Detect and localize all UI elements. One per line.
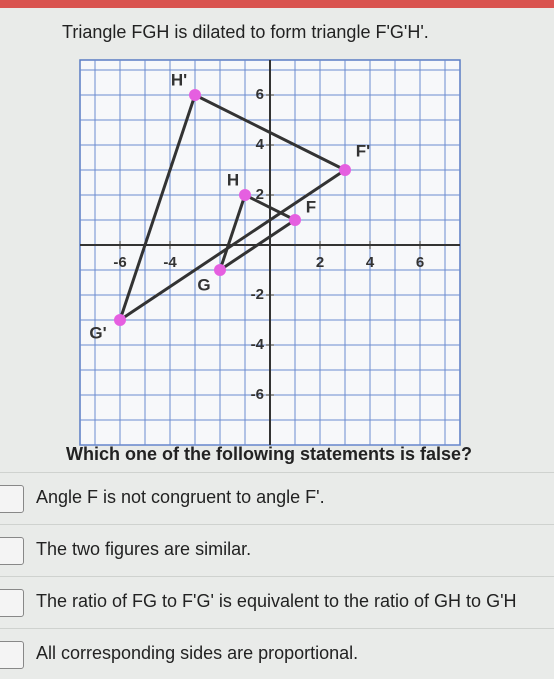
vertex	[189, 89, 201, 101]
vertex-label: H'	[171, 70, 187, 89]
x-tick-label: 2	[316, 254, 324, 271]
option-text: The ratio of FG to F'G' is equivalent to…	[36, 591, 517, 611]
vertex-label: G	[197, 275, 210, 294]
triangle	[118, 93, 346, 322]
checkbox[interactable]	[0, 485, 24, 513]
vertex-label: F	[306, 197, 316, 216]
option[interactable]: All corresponding sides are proportional…	[0, 628, 554, 679]
vertex	[289, 214, 301, 226]
question: Which one of the following statements is…	[66, 444, 473, 464]
y-tick-label: -2	[251, 286, 264, 303]
x-tick-label: 6	[416, 254, 424, 271]
y-tick-label: -6	[251, 386, 264, 403]
vertex-label: G'	[89, 323, 106, 342]
x-tick-label: 4	[366, 254, 375, 271]
x-tick-label: -4	[163, 254, 177, 271]
triangle	[218, 193, 296, 272]
checkbox[interactable]	[0, 641, 24, 669]
vertex	[339, 164, 351, 176]
vertex	[114, 314, 126, 326]
vertex-label: H	[227, 170, 239, 189]
title: Triangle FGH is dilated to form triangle…	[62, 22, 429, 42]
option[interactable]: The ratio of FG to F'G' is equivalent to…	[0, 576, 554, 627]
option[interactable]: The two figures are similar.	[0, 524, 554, 575]
option-text: Angle F is not congruent to angle F'.	[36, 487, 325, 507]
y-tick-label: 2	[256, 186, 264, 203]
y-tick-label: -4	[251, 336, 265, 353]
y-tick-label: 6	[256, 86, 264, 103]
graph: -6 -4 2 4 6 6 4 2 -2 -4 -6 F' G' H' F G H	[79, 59, 461, 446]
vertex	[239, 189, 251, 201]
option-text: The two figures are similar.	[36, 539, 252, 559]
y-tick-label: 4	[256, 136, 265, 153]
option[interactable]: Angle F is not congruent to angle F'.	[0, 472, 554, 523]
option-text: All corresponding sides are proportional…	[36, 643, 359, 663]
header-bar	[0, 0, 554, 8]
vertex-label: F'	[356, 141, 370, 160]
checkbox[interactable]	[0, 537, 24, 565]
x-tick-label: -6	[113, 254, 126, 271]
checkbox[interactable]	[0, 589, 24, 617]
vertex	[214, 264, 226, 276]
